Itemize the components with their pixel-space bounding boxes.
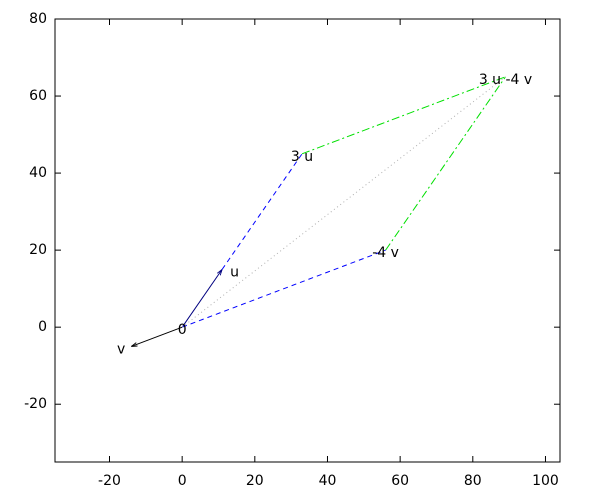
vector-line xyxy=(181,249,386,328)
x-tick-label: 100 xyxy=(532,473,559,489)
point-label: 3 u -4 v xyxy=(479,72,532,88)
y-tick-label: 60 xyxy=(29,88,47,104)
y-tick-label: 20 xyxy=(29,242,47,258)
vector-arrow xyxy=(131,326,183,346)
plot-frame xyxy=(54,18,561,463)
x-tick-label: -20 xyxy=(98,473,121,489)
x-tick-label: 60 xyxy=(391,473,409,489)
x-tick-label: 80 xyxy=(464,473,482,489)
point-label: 0 xyxy=(178,322,187,338)
vector-arrow xyxy=(181,269,222,328)
point-label: -4 v xyxy=(372,245,399,261)
x-tick-label: 20 xyxy=(246,473,264,489)
y-tick-label: 40 xyxy=(29,165,47,181)
y-tick-label: -20 xyxy=(24,396,47,412)
vector-line xyxy=(181,76,506,328)
vector-line xyxy=(385,76,506,251)
point-label: 3 u xyxy=(291,149,313,165)
x-tick-label: 40 xyxy=(319,473,337,489)
x-tick-label: 0 xyxy=(178,473,187,489)
vector-line xyxy=(221,153,303,270)
vector-line xyxy=(301,76,506,155)
point-label: u xyxy=(230,264,239,280)
y-tick-label: 0 xyxy=(38,319,47,335)
y-tick-label: 80 xyxy=(29,11,47,27)
point-label: v xyxy=(117,341,125,357)
